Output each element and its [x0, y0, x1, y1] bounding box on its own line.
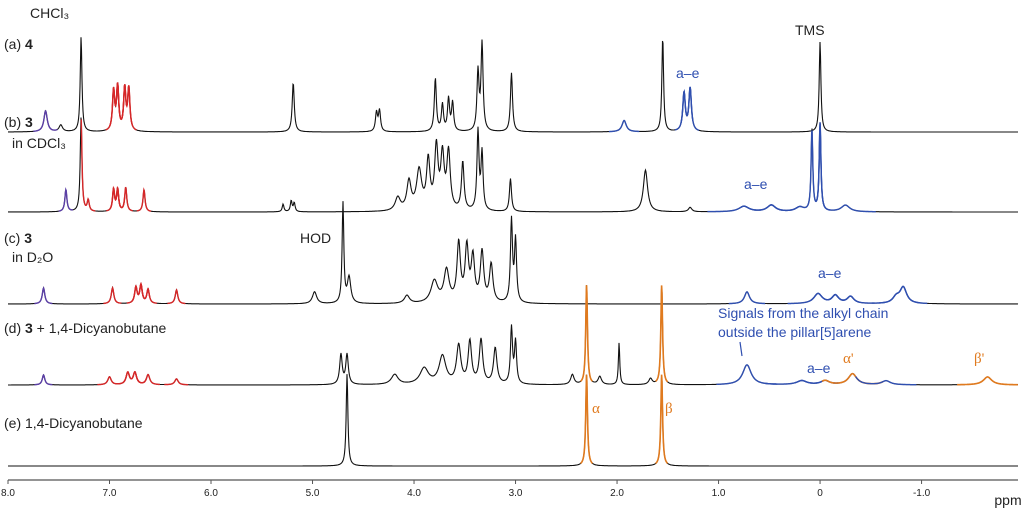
x-axis: 8.0 7.0 6.0 5.0 4.0 3.0 2.0 1.0 0 -1.0 ppm	[1, 479, 1022, 508]
annotation-signals-line1: Signals from the alkyl chain	[718, 305, 888, 321]
annotation-chcl3: CHCl₃	[30, 5, 69, 21]
peak-orange	[957, 376, 1018, 386]
x-axis-label: ppm	[994, 492, 1021, 508]
spectrum-label-b: (b) 3	[4, 114, 33, 130]
peak-blue	[814, 123, 876, 213]
peak-red	[136, 187, 152, 212]
peak-purple	[34, 373, 53, 386]
annotation-alpha-prime: α'	[843, 351, 854, 367]
annotation-beta: β	[665, 401, 673, 417]
peak-blue	[716, 364, 778, 385]
spectrum-label-c: (c) 3	[4, 230, 32, 246]
spectrum-trace	[8, 374, 1018, 467]
x-tick-label: 1.0	[712, 488, 726, 499]
spectrum-e	[8, 374, 1018, 467]
peak-red	[138, 281, 157, 304]
peak-orange	[579, 374, 593, 465]
peak-blue	[878, 285, 928, 305]
annotation-beta-prime: β'	[974, 351, 985, 367]
x-tick-label: 7.0	[103, 488, 117, 499]
peak-red	[117, 186, 133, 212]
peak-orange	[655, 374, 669, 465]
spectrum-label-d: (d) 3 + 1,4-Dicyanobutane	[4, 320, 166, 336]
peak-red	[97, 376, 122, 386]
x-tick-label: 3.0	[509, 488, 523, 499]
peak-purple	[58, 186, 73, 212]
peak-orange	[580, 285, 593, 383]
peak-red	[164, 378, 189, 386]
annotation-ae-b: a–e	[744, 176, 768, 192]
peak-blue	[728, 291, 766, 305]
annotation-hod: HOD	[300, 230, 331, 246]
spectrum-solvent-label: in D₂O	[12, 249, 53, 265]
annotation-signals-pointer	[739, 341, 743, 357]
spectrum-c	[8, 201, 1019, 305]
peak-purple	[33, 110, 58, 132]
peak-red	[103, 285, 122, 305]
peak-red	[80, 119, 96, 212]
annotation-tms: TMS	[795, 22, 825, 38]
peak-red	[109, 187, 126, 209]
x-tick-label: 2.0	[610, 488, 624, 499]
x-tick-label: 0	[817, 488, 823, 499]
spectrum-b	[8, 117, 1018, 213]
peak-blue	[826, 293, 875, 304]
spectrum-d	[8, 285, 1018, 386]
spectrum-trace	[8, 201, 1019, 305]
peak-red	[120, 84, 137, 131]
spectrum-label-e: (e) 1,4-Dicyanobutane	[4, 415, 143, 431]
peak-blue	[608, 119, 640, 133]
spectra-traces	[8, 37, 1019, 467]
x-tick-label: 4.0	[407, 488, 421, 499]
peak-red	[167, 288, 186, 305]
x-tick-label: 6.0	[204, 488, 218, 499]
spectrum-label-a: (a) 4	[4, 36, 33, 52]
peak-red	[135, 373, 161, 386]
spectrum-a	[8, 37, 1018, 133]
peak-orange	[821, 372, 884, 385]
peak-orange	[655, 285, 669, 383]
spectrum-trace	[8, 37, 1018, 133]
annotation-ae-a: a–e	[676, 65, 700, 81]
peak-blue	[680, 86, 700, 131]
spectrum-labels: (a) 4 (b) 3 in CDCl₃ (c) 3 in D₂O (d) 3 + 1,4…	[4, 36, 166, 431]
annotation-ae-d: a–e	[807, 360, 831, 376]
annotation-ae-c: a–e	[818, 265, 842, 281]
x-tick-label: 8.0	[1, 488, 15, 499]
annotation-signals-line2: outside the pillar[5]arene	[718, 324, 872, 340]
peak-red	[122, 370, 148, 384]
x-tick-label: -1.0	[913, 488, 931, 499]
peak-blue	[855, 376, 917, 386]
peak-purple	[34, 286, 53, 305]
x-tick-label: 5.0	[306, 488, 320, 499]
annotation-alpha: α	[592, 401, 600, 417]
spectrum-solvent-label: in CDCl₃	[12, 135, 66, 151]
